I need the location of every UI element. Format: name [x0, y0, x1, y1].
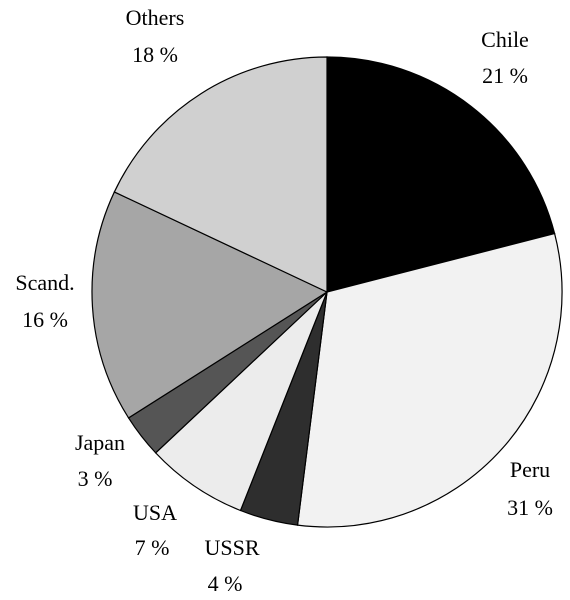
slice-label: USSR: [204, 535, 259, 560]
slice-label: Peru: [510, 457, 550, 482]
slice-value-label: 31 %: [507, 495, 553, 520]
slice-label: USA: [133, 500, 177, 525]
slice-label: Chile: [481, 27, 529, 52]
pie-slice: [296, 232, 563, 528]
slice-value-label: 7 %: [135, 535, 170, 560]
slice-label: Japan: [75, 430, 125, 455]
slice-label: Others: [126, 5, 185, 30]
slice-value-label: 4 %: [208, 571, 243, 596]
slice-value-label: 21 %: [482, 63, 528, 88]
slice-value-label: 18 %: [132, 42, 178, 67]
pie-slice: [326, 56, 556, 293]
pie-slice: [154, 291, 328, 512]
slice-value-label: 16 %: [22, 307, 68, 332]
pie-slice: [113, 56, 328, 293]
slice-value-label: 3 %: [78, 466, 113, 491]
slice-label: Scand.: [15, 270, 74, 295]
pie-slice: [91, 191, 329, 419]
